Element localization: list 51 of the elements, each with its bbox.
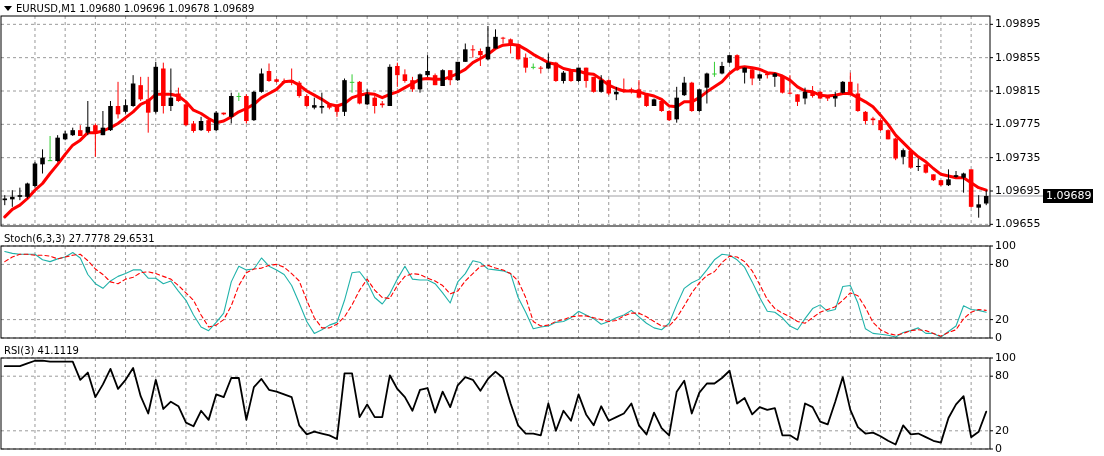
candlestick [681, 76, 687, 97]
candlestick [493, 28, 498, 49]
y-tick-label: 1.09855 [995, 50, 1041, 64]
candlestick [85, 100, 91, 136]
candlestick [145, 76, 151, 134]
candlestick [334, 103, 340, 118]
y-tick-label: 80 [995, 257, 1009, 271]
candlestick [425, 54, 430, 78]
y-tick-label: 20 [995, 312, 1009, 326]
candlestick [93, 123, 98, 158]
chart-title: RSI(3) 41.1119 [4, 345, 79, 356]
candlestick [40, 148, 45, 174]
candlestick [402, 68, 408, 84]
ref-line-label: 1.09689 [1046, 189, 1092, 202]
y-tick-label: 100 [995, 351, 1016, 364]
candlestick [848, 72, 853, 96]
line-series [3, 359, 988, 446]
y-tick-label: 20 [995, 423, 1009, 437]
candlestick [712, 61, 717, 78]
candlestick [259, 68, 264, 94]
candlestick [229, 92, 234, 124]
y-tick-label: 1.09695 [995, 184, 1041, 197]
chart-title: EURUSD,M1 1.09680 1.09696 1.09678 1.09689 [16, 3, 255, 14]
candlestick [281, 78, 287, 84]
candlestick [780, 74, 785, 94]
candlestick [138, 76, 143, 102]
y-tick-label: 1.09735 [995, 150, 1041, 164]
candlestick [961, 172, 966, 194]
y-tick-label: 80 [995, 369, 1009, 383]
candlestick [802, 87, 808, 105]
candlestick [17, 187, 23, 201]
candlestick [55, 134, 60, 163]
candlestick [674, 86, 679, 124]
candlestick [908, 149, 913, 169]
y-tick-label: 0 [995, 331, 1002, 344]
candlestick [953, 170, 959, 179]
y-tick-label: 1.09775 [995, 117, 1041, 131]
candlestick [395, 62, 400, 88]
y-tick-label: 100 [995, 239, 1016, 252]
y-tick-label: 0 [995, 442, 1002, 455]
candlestick [319, 92, 325, 114]
y-tick-label: 1.09895 [995, 17, 1041, 31]
candlestick [636, 79, 642, 99]
y-tick-label: 1.09655 [995, 217, 1041, 231]
candlestick [463, 43, 468, 63]
y-tick-label: 1.09815 [995, 84, 1041, 97]
candlestick [697, 88, 702, 113]
candlestick [976, 194, 981, 219]
candlestick [893, 137, 898, 161]
candlestick [523, 53, 528, 74]
chart-title: Stoch(6,3,3) 27.7778 29.6531 [4, 233, 155, 244]
